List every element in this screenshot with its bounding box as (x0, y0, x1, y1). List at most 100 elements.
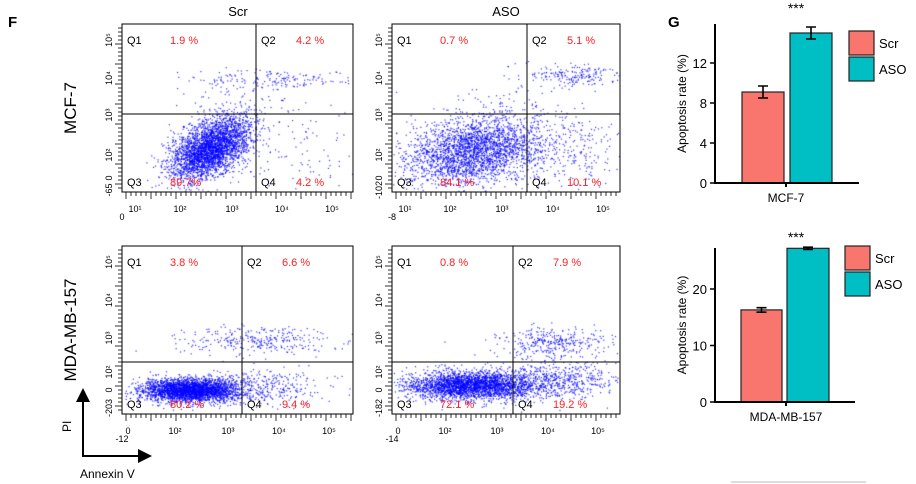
quadrant-percent: 72.1 % (440, 399, 474, 411)
quadrant-name: Q2 (518, 257, 533, 269)
quadrant-name: Q2 (247, 257, 262, 269)
bar-aso (786, 247, 830, 403)
quadrant-percent: 6.6 % (282, 257, 310, 269)
pi-axis-label: PI (60, 421, 74, 432)
quadrant-name: Q4 (261, 177, 276, 189)
x-tick-label: 10⁵ (591, 426, 605, 436)
error-bar (803, 246, 813, 251)
y-tick-label: 10³ (374, 108, 384, 121)
y-tick-label: 0 (104, 387, 114, 392)
x-tick-label: 10² (168, 426, 181, 436)
x-tick-label: 10² (443, 204, 456, 214)
x-tick-label: 10⁴ (541, 426, 555, 436)
quadrant-percent: 89.7% (170, 177, 201, 189)
y-tick-label: 10² (374, 148, 384, 161)
x-tick-label: 10¹ (128, 204, 141, 214)
x-tick-label: 0 (125, 426, 130, 436)
y-tick-label: 0 (104, 175, 114, 180)
quadrant-percent: 84.1 % (440, 177, 474, 189)
significance-stars: *** (788, 0, 805, 16)
quadrant-percent: 0.7 % (440, 35, 468, 47)
bar-aso (789, 32, 833, 184)
y-tick-label: 10⁴ (374, 293, 384, 307)
category-label: MDA-MB-157 (750, 410, 823, 424)
x-tick-label: -12 (115, 434, 128, 444)
y-tick-label: -203 (104, 399, 114, 417)
y-axis-label: Apoptosis rate (%) (675, 54, 689, 153)
y-tick-label: 10⁴ (104, 293, 114, 307)
row-label-mdamb157: MDA-MB-157 (61, 279, 80, 382)
axes (714, 24, 859, 187)
legend-label: ASO (879, 62, 906, 77)
legend-swatch-scr (844, 245, 871, 271)
flow-plot-1: 0 10¹ 10² 10³ 10⁴ 10⁵ 10⁵ 10⁴ 10³ 10² 0 -65 Q1 1.9 % Q… (104, 23, 354, 222)
bar-chart-2: Scr ASO 0 10 20 MDA-MB-157 Apoptosis rate (%) *… (675, 229, 902, 424)
y-tick-label: 10² (104, 365, 114, 378)
x-tick-label: 10² (173, 204, 186, 214)
panel-label-f: F (8, 14, 17, 31)
quadrant-percent: 0.8 % (440, 257, 468, 269)
quadrant-name: Q1 (127, 257, 142, 269)
y-tick-label: 10³ (104, 331, 114, 344)
bar-chart-1: Scr ASO 0 4 8 12 MCF-7 Apoptosis rate (%) *** (675, 0, 906, 205)
plot-frame (391, 23, 621, 193)
error-bar (806, 26, 816, 40)
quadrant-percent: 1.9 % (170, 35, 198, 47)
x-tick-label: 10⁵ (325, 204, 339, 214)
legend-label: Scr (875, 251, 895, 266)
x-tick-label: 10⁵ (322, 426, 336, 436)
x-tick-label: 10³ (221, 426, 234, 436)
category-label: MCF-7 (768, 191, 805, 205)
x-tick-label: 10³ (495, 204, 508, 214)
quadrant-percent: 9.4 % (282, 399, 310, 411)
y-tick-label: 10⁵ (374, 255, 384, 269)
x-tick-label: 10³ (490, 426, 503, 436)
y-tick-label: 12 (693, 56, 707, 71)
y-tick-label: 10³ (374, 331, 384, 344)
panel-label-g: G (668, 14, 680, 31)
legend-label: Scr (879, 36, 899, 51)
x-tick-label: 0 (119, 212, 124, 222)
y-tick-label: 10⁴ (374, 71, 384, 85)
x-tick-label: 10⁴ (275, 204, 289, 214)
row-label-mcf7: MCF-7 (61, 82, 80, 134)
quadrant-percent: 5.1 % (567, 35, 595, 47)
quadrant-name: Q2 (261, 35, 276, 47)
y-tick-label: 0 (700, 176, 707, 191)
y-tick-label: 10³ (104, 108, 114, 121)
x-tick-label: 10⁵ (596, 204, 610, 214)
quadrant-name: Q3 (127, 177, 142, 189)
x-tick-label: 0 (395, 426, 400, 436)
y-tick-label: 10² (374, 365, 384, 378)
y-tick-label: 10⁴ (104, 71, 114, 85)
axis-arrows: PI Annexin V (60, 388, 152, 481)
axes (714, 248, 855, 406)
legend-label: ASO (875, 277, 902, 292)
quadrant-percent: 80.2 % (170, 399, 204, 411)
quadrant-percent: 7.9 % (553, 257, 581, 269)
y-tick-label: -182 (374, 399, 384, 417)
y-tick-label: 0 (374, 387, 384, 392)
column-title-scr: Scr (228, 4, 248, 19)
y-tick-label: 0 (374, 175, 384, 180)
legend-swatch-aso (844, 271, 871, 297)
y-axis-label: Apoptosis rate (%) (675, 276, 689, 375)
annexin-arrow-head (138, 449, 152, 463)
quadrant-percent: 10.1 % (567, 177, 601, 189)
quadrant-name: Q3 (127, 399, 142, 411)
plot-frame (391, 245, 621, 415)
x-tick-label: -8 (388, 212, 396, 222)
y-tick-label: 10 (693, 339, 707, 354)
y-tick-label: 4 (700, 136, 707, 151)
quadrant-name: Q4 (518, 399, 533, 411)
bar-scr (741, 91, 785, 184)
y-tick-label: -65 (104, 183, 114, 196)
quadrant-name: Q1 (127, 35, 142, 47)
quadrant-name: Q1 (397, 35, 412, 47)
x-tick-label: 10⁴ (546, 204, 560, 214)
